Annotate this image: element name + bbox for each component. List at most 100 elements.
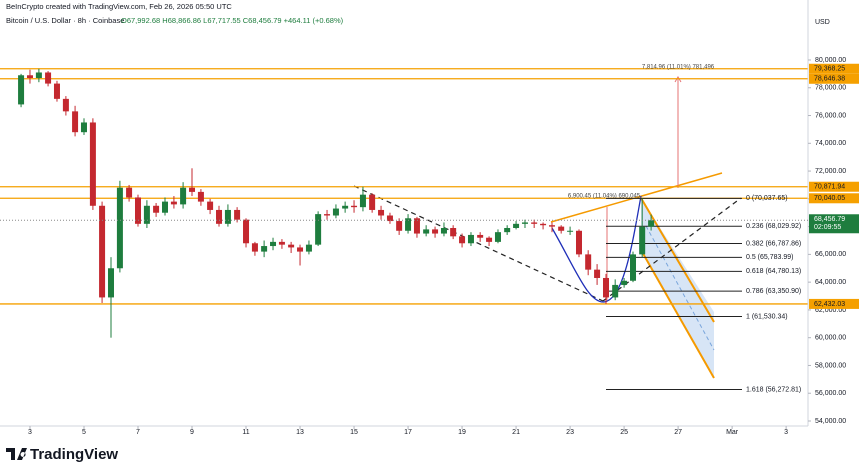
candle-body xyxy=(477,234,484,238)
y-tick-label: 80,000.00 xyxy=(815,57,846,64)
candle-body xyxy=(567,230,574,232)
candle-body xyxy=(467,234,474,244)
candle-body xyxy=(315,214,322,245)
x-tick-label: 17 xyxy=(404,429,412,436)
annotation: 6,900.45 (11.04%) 690,045 xyxy=(568,194,641,200)
candle-body xyxy=(189,187,196,192)
x-tick-label: 25 xyxy=(620,429,628,436)
x-tick-label: 13 xyxy=(296,429,304,436)
x-tick-label: 27 xyxy=(674,429,682,436)
candle-body xyxy=(89,122,96,206)
level-label: 70,040.05 xyxy=(814,195,845,202)
y-tick-label: 74,000.00 xyxy=(815,140,846,147)
candle-body xyxy=(639,226,646,255)
annotation: 7,814.96 (11.01%) 781,496 xyxy=(642,65,715,71)
x-tick-label: Mar xyxy=(726,429,739,436)
candle-body xyxy=(540,223,547,226)
cup-curve xyxy=(551,195,642,303)
candle-body xyxy=(324,214,331,216)
candle-body xyxy=(99,205,106,298)
x-tick-label: 23 xyxy=(566,429,574,436)
candle-body xyxy=(143,205,150,224)
trend-line xyxy=(353,185,604,302)
level-tag xyxy=(809,193,859,204)
quote: O67,992.68 H68,866.86 L67,717.55 C68,456… xyxy=(121,16,344,25)
candle-body xyxy=(612,284,619,298)
fib-label: 0.5 (65,783.99) xyxy=(746,254,793,261)
candle-body xyxy=(603,277,609,298)
candle-body xyxy=(621,280,628,285)
countdown: 02:09:55 xyxy=(814,224,841,231)
y-tick-label: 60,000.00 xyxy=(815,335,846,342)
candle-body xyxy=(26,75,33,79)
candle-body xyxy=(521,222,528,224)
y-tick-label: 62,000.00 xyxy=(815,307,846,314)
candle-body xyxy=(80,122,87,133)
candle-body xyxy=(369,194,376,210)
candle-body xyxy=(459,236,466,244)
x-tick-label: 5 xyxy=(82,429,86,436)
candle-body xyxy=(378,209,385,216)
channel-fill xyxy=(641,198,714,376)
symbol: Bitcoin / U.S. Dollar · 8h · Coinbase xyxy=(6,16,124,25)
fib-label: 0 (70,037.65) xyxy=(746,195,788,202)
candle-body xyxy=(504,227,511,233)
axis-unit: USD xyxy=(815,19,830,26)
y-tick-label: 58,000.00 xyxy=(815,362,846,369)
candle-body xyxy=(243,219,250,244)
candle-body xyxy=(18,75,25,105)
x-tick-label: 19 xyxy=(458,429,466,436)
candle-body xyxy=(180,187,187,205)
candle-body xyxy=(162,201,169,213)
x-tick-label: 3 xyxy=(784,429,788,436)
y-tick-label: 78,000.00 xyxy=(815,85,846,92)
candle-body xyxy=(62,98,69,112)
last-price-label: 68,456.79 xyxy=(814,216,845,223)
candle-body xyxy=(432,229,439,234)
fib-label: 1.618 (56,272.81) xyxy=(746,386,801,393)
candle-body xyxy=(53,83,60,99)
candle-body xyxy=(450,227,457,237)
last-price-tag xyxy=(809,214,859,234)
candle-body xyxy=(386,215,393,222)
candle-body xyxy=(558,226,565,231)
candle-body xyxy=(261,246,268,252)
y-tick-label: 56,000.00 xyxy=(815,390,846,397)
candle-body xyxy=(342,205,349,209)
candle-body xyxy=(332,208,339,216)
candle-body xyxy=(170,201,177,205)
candle-body xyxy=(359,194,366,208)
level-tag xyxy=(809,63,859,74)
x-tick-label: 11 xyxy=(242,429,249,436)
level-label: 78,646.38 xyxy=(814,76,845,83)
candle-body xyxy=(116,187,123,269)
x-tick-label: 3 xyxy=(28,429,32,436)
fib-label: 0.618 (64,780.13) xyxy=(746,268,801,275)
level-label: 70,871.94 xyxy=(814,184,845,191)
candle-body xyxy=(224,209,231,224)
y-tick-label: 64,000.00 xyxy=(815,279,846,286)
candle-body xyxy=(270,241,277,247)
candle-body xyxy=(305,244,312,252)
channel-upper xyxy=(640,197,715,323)
x-tick-label: 7 xyxy=(136,429,140,436)
candle-body xyxy=(594,269,601,278)
candle-body xyxy=(548,225,555,227)
candle-body xyxy=(648,220,655,227)
x-tick-label: 21 xyxy=(512,429,520,436)
candle-body xyxy=(107,268,114,298)
candle-body xyxy=(585,254,592,270)
level-tag xyxy=(809,298,859,309)
candle-body xyxy=(396,221,403,231)
candle-body xyxy=(351,205,358,208)
fib-label: 1 (61,530.34) xyxy=(746,313,788,320)
candle-body xyxy=(207,201,214,210)
level-label: 79,368.25 xyxy=(814,66,845,73)
x-tick-label: 9 xyxy=(190,429,194,436)
level-tag xyxy=(809,181,859,192)
candle-body xyxy=(45,72,52,84)
credit: BeInCrypto created with TradingView.com,… xyxy=(6,2,232,11)
candle-body xyxy=(134,197,141,224)
candle-body xyxy=(278,241,285,245)
